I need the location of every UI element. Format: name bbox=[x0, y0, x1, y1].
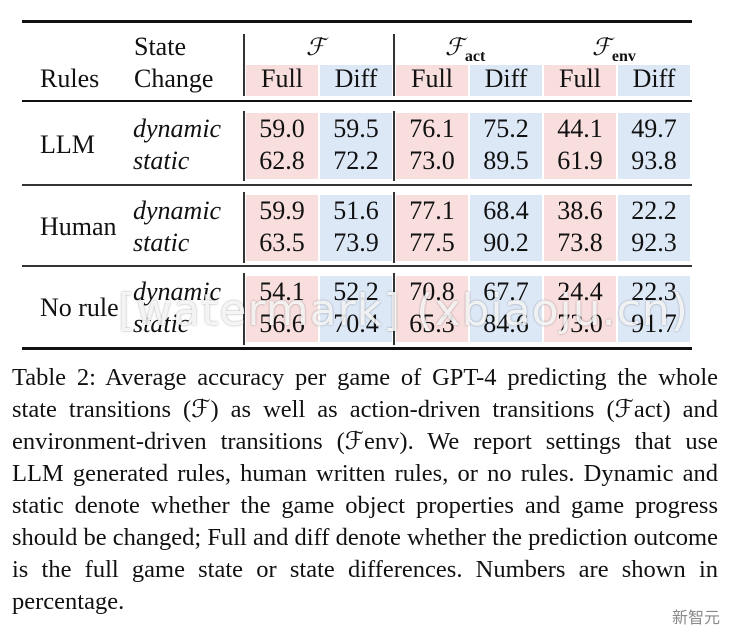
full-bg-llm-env bbox=[544, 113, 616, 179]
diff-bg-human-act bbox=[470, 195, 542, 261]
state-human-static: static bbox=[133, 228, 190, 257]
cell: 91.7 bbox=[631, 309, 677, 338]
vline-1-g2 bbox=[243, 192, 245, 263]
cell: 73.0 bbox=[557, 309, 603, 338]
vline-2-head bbox=[393, 34, 395, 96]
rule-label-llm: LLM bbox=[40, 130, 95, 159]
diff-bg-norule-act bbox=[470, 276, 542, 342]
diff-column-bg-f bbox=[320, 65, 392, 96]
cell: 49.7 bbox=[631, 114, 677, 143]
cell: 93.8 bbox=[631, 146, 677, 175]
cell: 90.2 bbox=[483, 228, 529, 257]
cell: 22.2 bbox=[631, 196, 677, 225]
state-llm-static: static bbox=[133, 146, 190, 175]
cell: 52.2 bbox=[333, 277, 379, 306]
diff-bg-llm-act bbox=[470, 113, 542, 179]
cell: 77.5 bbox=[409, 228, 455, 257]
cell: 72.2 bbox=[333, 146, 379, 175]
header-full-fenv: Full bbox=[559, 64, 601, 93]
cell: 59.0 bbox=[259, 114, 305, 143]
table-header-rule bbox=[22, 100, 692, 102]
table-bottom-rule bbox=[22, 347, 692, 350]
full-bg-norule bbox=[246, 276, 318, 342]
header-f: ℱ bbox=[306, 33, 325, 61]
cell: 75.2 bbox=[483, 114, 529, 143]
full-bg-llm-act bbox=[396, 113, 468, 179]
header-rules: Rules bbox=[40, 64, 100, 93]
cell: 62.8 bbox=[259, 146, 305, 175]
cell: 70.4 bbox=[333, 309, 379, 338]
cell: 44.1 bbox=[557, 114, 603, 143]
rule-label-norule: No rule bbox=[40, 293, 119, 322]
vline-1-g1 bbox=[243, 111, 245, 181]
full-bg-human bbox=[246, 195, 318, 261]
vline-2-g2 bbox=[393, 192, 395, 263]
cell: 92.3 bbox=[631, 228, 677, 257]
cell: 73.0 bbox=[409, 146, 455, 175]
group-divider-1 bbox=[22, 184, 692, 186]
full-column-bg-fact bbox=[396, 65, 468, 96]
header-fenv: ℱenv bbox=[592, 33, 636, 65]
cell: 22.3 bbox=[631, 277, 677, 306]
cell: 68.4 bbox=[483, 196, 529, 225]
diff-bg-human-env bbox=[618, 195, 690, 261]
table-top-rule bbox=[22, 20, 692, 23]
cell: 77.1 bbox=[409, 196, 455, 225]
header-state: State bbox=[134, 32, 186, 61]
vline-2-g3 bbox=[393, 273, 395, 345]
vline-2-g1 bbox=[393, 111, 395, 181]
header-diff-fenv: Diff bbox=[632, 64, 676, 93]
diff-bg-llm bbox=[320, 113, 392, 179]
cell: 54.1 bbox=[259, 277, 305, 306]
cell: 59.5 bbox=[333, 114, 379, 143]
state-norule-static: static bbox=[133, 309, 190, 338]
state-human-dynamic: dynamic bbox=[133, 196, 222, 225]
vline-1-g3 bbox=[243, 273, 245, 345]
header-change: Change bbox=[134, 64, 214, 93]
diff-bg-norule bbox=[320, 276, 392, 342]
full-bg-llm bbox=[246, 113, 318, 179]
cell: 73.8 bbox=[557, 228, 603, 257]
cell: 73.9 bbox=[333, 228, 379, 257]
group-divider-2 bbox=[22, 265, 692, 267]
header-full-fact: Full bbox=[411, 64, 453, 93]
rule-label-human: Human bbox=[40, 212, 117, 241]
source-badge: 新智元 bbox=[671, 608, 720, 627]
cell: 56.6 bbox=[259, 309, 305, 338]
cell: 59.9 bbox=[259, 196, 305, 225]
full-bg-norule-env bbox=[544, 276, 616, 342]
diff-column-bg-fenv bbox=[618, 65, 690, 96]
cell: 38.6 bbox=[557, 196, 603, 225]
cell: 63.5 bbox=[259, 228, 305, 257]
cell: 65.3 bbox=[409, 309, 455, 338]
cell: 24.4 bbox=[557, 277, 603, 306]
state-llm-dynamic: dynamic bbox=[133, 114, 222, 143]
full-column-bg-f bbox=[246, 65, 318, 96]
vline-1-head bbox=[243, 34, 245, 96]
header-diff-fact: Diff bbox=[484, 64, 528, 93]
header-diff-f: Diff bbox=[334, 64, 378, 93]
full-bg-norule-act bbox=[396, 276, 468, 342]
state-norule-dynamic: dynamic bbox=[133, 277, 222, 306]
cell: 70.8 bbox=[409, 277, 455, 306]
cell: 89.5 bbox=[483, 146, 529, 175]
full-bg-human-env bbox=[544, 195, 616, 261]
cell: 61.9 bbox=[557, 146, 603, 175]
full-column-bg-fenv bbox=[544, 65, 616, 96]
diff-bg-llm-env bbox=[618, 113, 690, 179]
cell: 67.7 bbox=[483, 277, 529, 306]
cell: 51.6 bbox=[333, 196, 379, 225]
table-caption: Table 2: Average accuracy per game of GP… bbox=[12, 364, 718, 615]
header-full-f: Full bbox=[261, 64, 303, 93]
diff-column-bg-fact bbox=[470, 65, 542, 96]
diff-bg-human bbox=[320, 195, 392, 261]
header-fact: ℱact bbox=[445, 33, 486, 65]
cell: 84.6 bbox=[483, 309, 529, 338]
full-bg-human-act bbox=[396, 195, 468, 261]
cell: 76.1 bbox=[409, 114, 455, 143]
diff-bg-norule-env bbox=[618, 276, 690, 342]
